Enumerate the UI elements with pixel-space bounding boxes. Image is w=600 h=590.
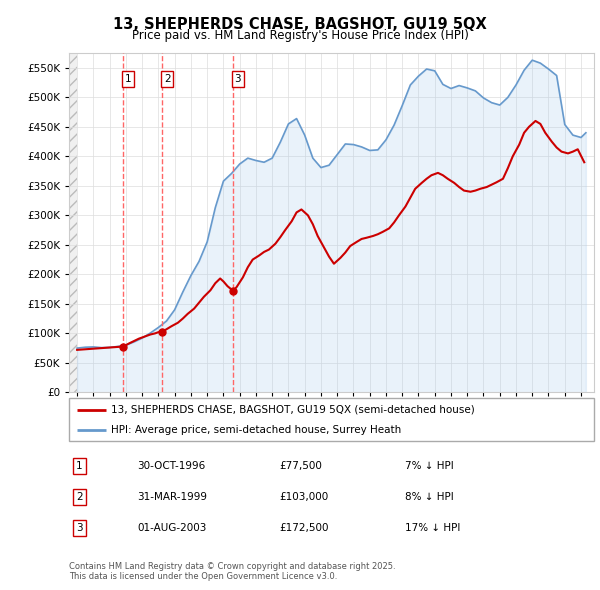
Text: 2: 2	[76, 492, 83, 502]
FancyBboxPatch shape	[69, 398, 594, 441]
Text: 1: 1	[125, 74, 131, 84]
Text: 31-MAR-1999: 31-MAR-1999	[137, 492, 207, 502]
Text: 3: 3	[235, 74, 241, 84]
Text: 01-AUG-2003: 01-AUG-2003	[137, 523, 206, 533]
Text: 13, SHEPHERDS CHASE, BAGSHOT, GU19 5QX: 13, SHEPHERDS CHASE, BAGSHOT, GU19 5QX	[113, 17, 487, 31]
Text: Contains HM Land Registry data © Crown copyright and database right 2025.
This d: Contains HM Land Registry data © Crown c…	[69, 562, 395, 581]
Text: 17% ↓ HPI: 17% ↓ HPI	[405, 523, 460, 533]
Text: 2: 2	[164, 74, 171, 84]
Text: Price paid vs. HM Land Registry's House Price Index (HPI): Price paid vs. HM Land Registry's House …	[131, 30, 469, 42]
Text: 7% ↓ HPI: 7% ↓ HPI	[405, 461, 454, 471]
Text: £103,000: £103,000	[279, 492, 328, 502]
Text: 8% ↓ HPI: 8% ↓ HPI	[405, 492, 454, 502]
Text: 30-OCT-1996: 30-OCT-1996	[137, 461, 205, 471]
Text: 13, SHEPHERDS CHASE, BAGSHOT, GU19 5QX (semi-detached house): 13, SHEPHERDS CHASE, BAGSHOT, GU19 5QX (…	[111, 405, 475, 415]
Text: £77,500: £77,500	[279, 461, 322, 471]
Text: 3: 3	[76, 523, 83, 533]
Text: HPI: Average price, semi-detached house, Surrey Heath: HPI: Average price, semi-detached house,…	[111, 425, 401, 435]
Text: £172,500: £172,500	[279, 523, 329, 533]
Text: 1: 1	[76, 461, 83, 471]
